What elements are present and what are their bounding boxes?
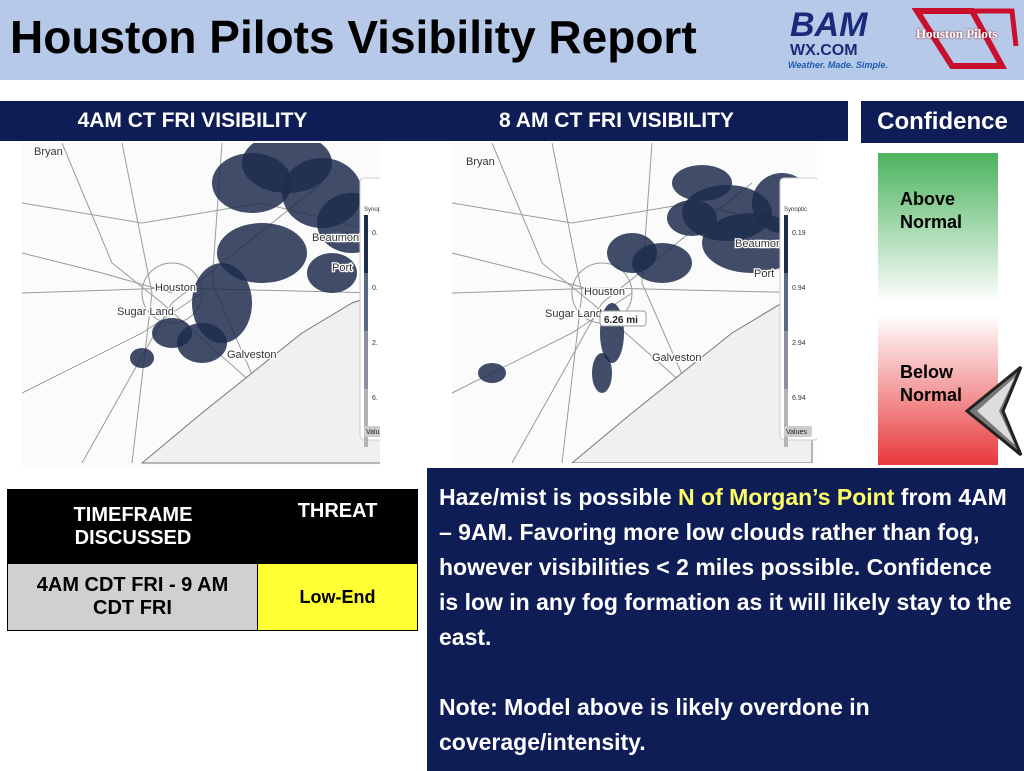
legend-title: Synoptic — [364, 207, 380, 213]
bam-logo: BAM WX.COM Weather. Made. Simple. — [788, 6, 906, 72]
confidence-title: Confidence — [861, 101, 1024, 143]
probe-label: 6.26 mi — [604, 315, 638, 326]
visibility-map: Bryan Houston Sugar Land Galveston Beaumont P… — [22, 143, 380, 466]
road — [551, 143, 583, 463]
legend-value: 0.94 — [792, 285, 806, 292]
place-label: Port — [332, 262, 352, 274]
legend-value: 6.94 — [792, 395, 806, 402]
visibility-map: Bryan Houston Sugar Land Galveston Beaumont P… — [452, 143, 817, 463]
visibility-area — [607, 233, 657, 273]
table-cell: 4AM CDT FRI - 9 AM CDT FRI — [8, 564, 258, 630]
legend-button — [784, 426, 812, 437]
legend-swatch — [784, 331, 788, 389]
paragraph: Haze/mist is possible N of Morgan’s Poin… — [439, 480, 1014, 655]
legend-swatch — [364, 331, 368, 389]
legend-swatch — [784, 273, 788, 331]
visibility-area — [478, 363, 506, 383]
logo-tagline: Weather. Made. Simple. — [788, 60, 888, 70]
road — [121, 143, 153, 464]
place-label: Beaumont — [735, 238, 785, 250]
road — [22, 287, 380, 294]
visibility-area — [592, 353, 612, 393]
panel-title: 4AM CT FRI VISIBILITY — [0, 101, 385, 141]
visibility-area — [152, 318, 192, 348]
place-label: Sugar Land — [545, 308, 602, 320]
note: Note: Model above is likely overdone in … — [439, 694, 870, 755]
pilots-mark — [912, 8, 1019, 69]
place-label: Bryan — [34, 146, 63, 158]
road — [452, 252, 603, 294]
probe-box — [599, 310, 647, 327]
confidence-low: Below Normal — [900, 362, 963, 405]
place-label: Beaumont — [312, 232, 362, 244]
text: from 4AM – 9AM. Favoring more low clouds… — [439, 484, 1012, 650]
place-label: Galveston — [227, 349, 277, 361]
road — [452, 287, 813, 294]
table-cell: Low-End — [258, 564, 417, 630]
legend-value: 0. — [372, 230, 378, 237]
legend-value: 0. — [372, 285, 378, 292]
place-label: Port — [754, 268, 774, 280]
road — [22, 292, 203, 394]
confidence-high: Above Normal — [900, 189, 963, 232]
logo-text: WX.COM — [790, 42, 858, 59]
road — [22, 252, 173, 294]
legend-swatch — [784, 215, 788, 273]
legend-swatch — [364, 273, 368, 331]
legend-value: 0.19 — [792, 230, 806, 237]
place-label: Bryan — [466, 156, 495, 168]
legend-button — [364, 426, 380, 437]
legend-value: 2. — [372, 340, 378, 347]
table-header: THREAT — [258, 490, 417, 564]
pilots-logo: Houston Pilots — [912, 6, 1020, 72]
visibility-area — [667, 200, 717, 236]
visibility-area — [672, 165, 732, 201]
title-bar — [0, 0, 1024, 80]
place-label: Houston — [584, 286, 625, 298]
logo-text: BAM — [790, 6, 868, 44]
highlight: N of Morgan’s Point — [678, 484, 895, 510]
visibility-area — [192, 263, 252, 343]
legend-value: 2.94 — [792, 340, 806, 347]
coastline — [571, 292, 813, 463]
logo-text: Houston Pilots — [916, 26, 998, 41]
legend-value: 6. — [372, 395, 378, 402]
visibility-area — [217, 223, 307, 283]
text-box: Haze/mist is possible N of Morgan’s Poin… — [427, 468, 1024, 771]
road — [81, 182, 323, 464]
visibility-area — [130, 348, 154, 368]
legend-swatch — [364, 215, 368, 273]
legend-swatch — [784, 389, 788, 447]
threat-table: TIMEFRAME DISCUSSED THREAT 4AM CDT FRI -… — [7, 489, 418, 631]
place-label: Houston — [155, 282, 196, 294]
table-header: TIMEFRAME DISCUSSED — [8, 490, 258, 564]
place-label: Galveston — [652, 352, 702, 364]
legend-button-label: Valu — [366, 429, 380, 436]
place-label: Sugar Land — [117, 306, 174, 318]
visibility-area — [307, 253, 357, 293]
confidence-pointer — [964, 365, 1023, 457]
title: Houston Pilots Visibility Report — [10, 11, 697, 63]
coastline — [140, 293, 380, 464]
legend-title: Synoptic — [784, 207, 807, 213]
legend-swatch — [364, 389, 368, 447]
legend-box — [779, 177, 817, 441]
legend-button-label: Values — [786, 429, 807, 436]
text: Haze/mist is possible — [439, 484, 679, 510]
panel-title: 8 AM CT FRI VISIBILITY — [385, 101, 848, 141]
